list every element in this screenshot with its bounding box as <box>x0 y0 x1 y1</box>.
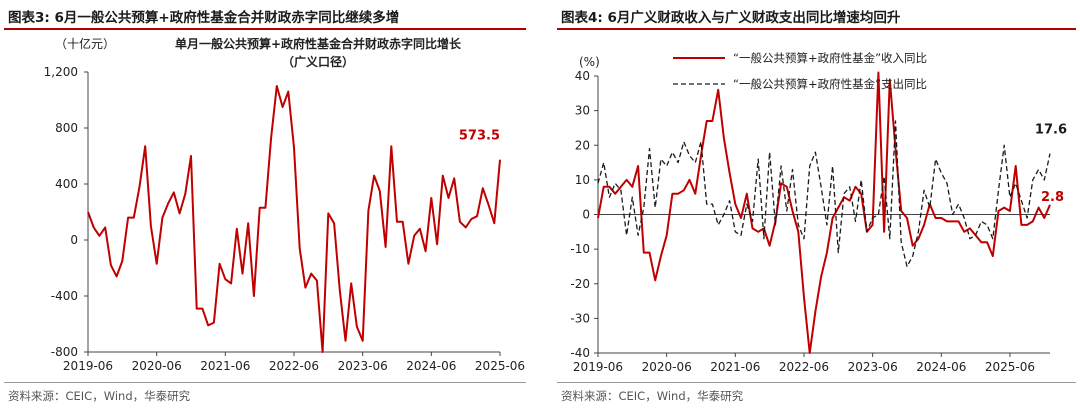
revenue-end-label: 2.8 <box>1041 190 1064 205</box>
unit-label: （十亿元） <box>55 36 115 51</box>
title-rule <box>4 28 526 30</box>
source-note: 资料来源：CEIC，Wind，华泰研究 <box>561 389 744 403</box>
y-tick-label: -10 <box>570 242 590 256</box>
end-value-label: 573.5 <box>459 129 500 144</box>
chart-deficit: （十亿元） 单月一般公共预算+政府性基金合并财政赤字同比增长 （广义口径） 1,200… <box>44 36 525 373</box>
y-tick-label: -30 <box>570 311 590 325</box>
bottom-rule <box>557 382 1076 383</box>
figure-title: 图表3: 6月一般公共预算+政府性基金合并财政赤字同比继续多增 <box>8 10 400 26</box>
y-tick-label: 400 <box>55 177 78 191</box>
source-note: 资料来源：CEIC，Wind，华泰研究 <box>8 389 191 403</box>
y-tick-label: 0 <box>70 233 78 247</box>
x-tick-label: 2020-06 <box>642 360 692 374</box>
x-tick-label: 2022-06 <box>779 360 829 374</box>
x-tick-label: 2022-06 <box>269 359 319 373</box>
x-tick-label: 2021-06 <box>200 359 250 373</box>
expenditure-end-label: 17.6 <box>1035 123 1067 138</box>
x-tick-label: 2025-06 <box>475 359 525 373</box>
panel-deficit: 图表3: 6月一般公共预算+政府性基金合并财政赤字同比继续多增 （十亿元） 单月一… <box>0 0 530 411</box>
x-tick-label: 2019-06 <box>63 359 113 373</box>
y-tick-label: -40 <box>570 346 590 360</box>
title-rule <box>557 28 1076 30</box>
figure-title: 图表4: 6月广义财政收入与广义财政支出同比增速均回升 <box>561 10 901 26</box>
y-tick-label: 20 <box>575 138 590 152</box>
x-tick-label: 2021-06 <box>710 360 760 374</box>
chart-title: 单月一般公共预算+政府性基金合并财政赤字同比增长 <box>175 36 462 51</box>
x-tick-label: 2020-06 <box>132 359 182 373</box>
expenditure-series-line <box>597 120 1051 268</box>
y-tick-label: -800 <box>51 345 78 359</box>
legend-revenue-label: “一般公共预算+政府性基金”收入同比 <box>733 51 927 65</box>
x-tick-label: 2025-06 <box>985 360 1035 374</box>
legend-expenditure-label: “一般公共预算+政府性基金”支出同比 <box>733 77 927 91</box>
y-tick-label: 1,200 <box>44 65 78 79</box>
x-tick-label: 2019-06 <box>573 360 623 374</box>
deficit-series-line <box>87 85 501 353</box>
y-tick-label: -20 <box>570 277 590 291</box>
y-tick-label: 800 <box>55 121 78 135</box>
bottom-rule <box>4 382 526 383</box>
x-tick-label: 2023-06 <box>848 360 898 374</box>
x-tick-label: 2024-06 <box>916 360 966 374</box>
y-tick-label: 30 <box>575 104 590 118</box>
y-tick-label: 0 <box>582 208 590 222</box>
y-tick-label: 10 <box>575 173 590 187</box>
revenue-series-line <box>597 71 1051 354</box>
unit-label: (%) <box>579 55 600 69</box>
y-tick-label: 40 <box>575 69 590 83</box>
panel-growth: 图表4: 6月广义财政收入与广义财政支出同比增速均回升 (%) 40 30 20 10 0… <box>553 0 1080 411</box>
chart-subtitle: （广义口径） <box>282 54 354 69</box>
y-tick-label: -400 <box>51 289 78 303</box>
x-tick-label: 2023-06 <box>338 359 388 373</box>
x-tick-label: 2024-06 <box>406 359 456 373</box>
